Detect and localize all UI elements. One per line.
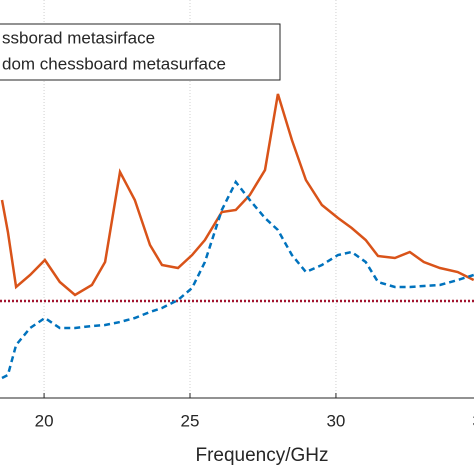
legend: ssborad metasirface dom chessboard metasu… bbox=[0, 23, 281, 81]
x-tick-label: 20 bbox=[35, 411, 54, 430]
legend-box bbox=[0, 23, 281, 81]
legend-label: ssborad metasirface bbox=[2, 28, 155, 47]
series-line bbox=[1, 179, 474, 380]
x-tick-label: 35 bbox=[472, 411, 474, 430]
x-axis-label: Frequency/GHz bbox=[195, 445, 328, 466]
series-line bbox=[0, 93, 474, 297]
x-tick-label: 30 bbox=[326, 411, 345, 430]
x-tick-label: 25 bbox=[181, 411, 200, 430]
legend-label: dom chessboard metasurface bbox=[2, 54, 226, 73]
